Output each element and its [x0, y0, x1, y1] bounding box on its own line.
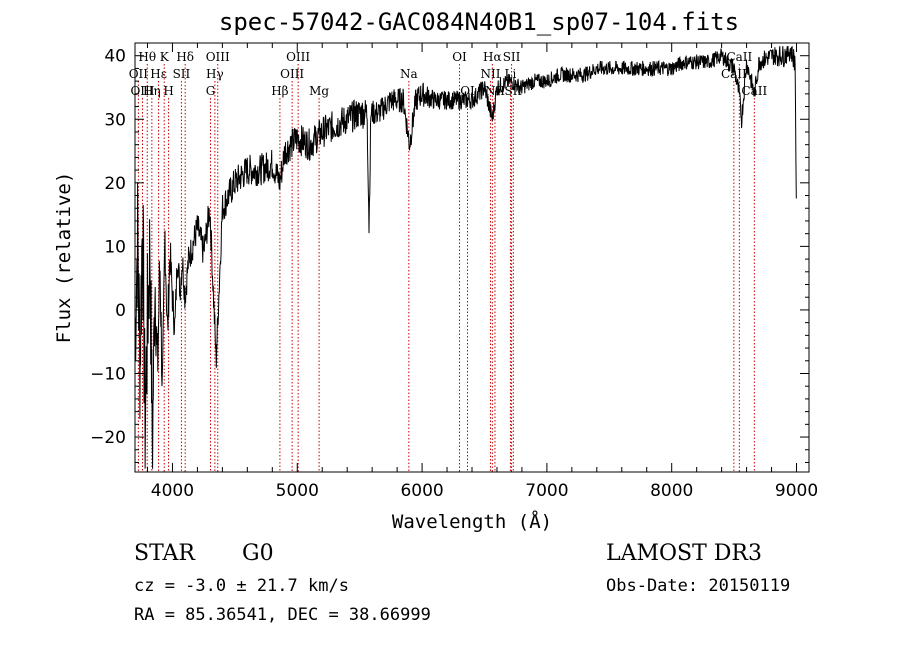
x-tick-label: 6000 [400, 481, 443, 501]
line-label: SII [503, 50, 521, 64]
axis-ticks [135, 42, 809, 472]
spectrum-line [134, 46, 797, 469]
plot-border [134, 42, 810, 473]
emission-line-markers [137, 64, 755, 472]
line-label: Hβ [271, 84, 288, 98]
line-label: OIII [286, 50, 310, 64]
survey-name: LAMOST DR3 [606, 541, 762, 566]
y-tick-label: −10 [90, 364, 126, 384]
line-label: G [206, 84, 216, 98]
line-label: Li [505, 67, 517, 81]
line-label: H [163, 84, 173, 98]
line-label: OIII [130, 84, 154, 98]
line-label: Hε [150, 67, 167, 81]
line-label: CaII [741, 84, 767, 98]
line-label: Hη [143, 84, 161, 98]
y-tick-label: 40 [104, 47, 126, 67]
line-label: Hγ [206, 67, 224, 81]
line-label: CaII [726, 50, 752, 64]
redshift-cz: cz = -3.0 ± 21.7 km/s [134, 576, 349, 596]
y-tick-label: −20 [90, 428, 126, 448]
line-label: CaII [721, 67, 747, 81]
object-subclass: G0 [242, 541, 274, 566]
x-tick-label: 7000 [525, 481, 568, 501]
line-label: NII [485, 84, 505, 98]
x-tick-label: 4000 [151, 481, 194, 501]
line-label: Mg [309, 84, 329, 98]
observation-date: Obs-Date: 20150119 [606, 576, 791, 596]
line-label: Hδ [176, 50, 194, 64]
y-axis-label: Flux (relative) [53, 172, 75, 344]
plot-frame [134, 42, 810, 473]
line-label: Hθ [138, 50, 156, 64]
line-label: SII [173, 67, 191, 81]
line-label: K [160, 50, 170, 64]
line-label: Hα [483, 50, 502, 64]
y-tick-label: 10 [104, 237, 126, 257]
line-label: NII [480, 67, 500, 81]
line-label: OIII [280, 67, 304, 81]
x-tick-label: 8000 [650, 481, 693, 501]
line-label: SII [504, 84, 522, 98]
axis-labels: 4000 5000 6000 7000 8000 9000 −20 −10 0 10 20 30 40 W… [53, 47, 818, 533]
line-label: Na [400, 67, 418, 81]
y-tick-label: 30 [104, 110, 126, 130]
x-axis-label: Wavelength (Å) [392, 510, 552, 533]
y-tick-label: 20 [104, 174, 126, 194]
x-tick-label: 5000 [276, 481, 319, 501]
chart-title: spec-57042-GAC084N40B1_sp07-104.fits [218, 8, 740, 36]
line-label: OIII [206, 50, 230, 64]
line-label: OI [452, 50, 467, 64]
object-class: STAR [134, 541, 195, 566]
ra-dec: RA = 85.36541, DEC = 38.66999 [134, 605, 431, 625]
x-tick-label: 9000 [775, 481, 818, 501]
line-label: OII [129, 67, 149, 81]
y-tick-label: 0 [115, 301, 126, 321]
line-label: OI [460, 84, 475, 98]
spectrum-series [134, 46, 797, 469]
